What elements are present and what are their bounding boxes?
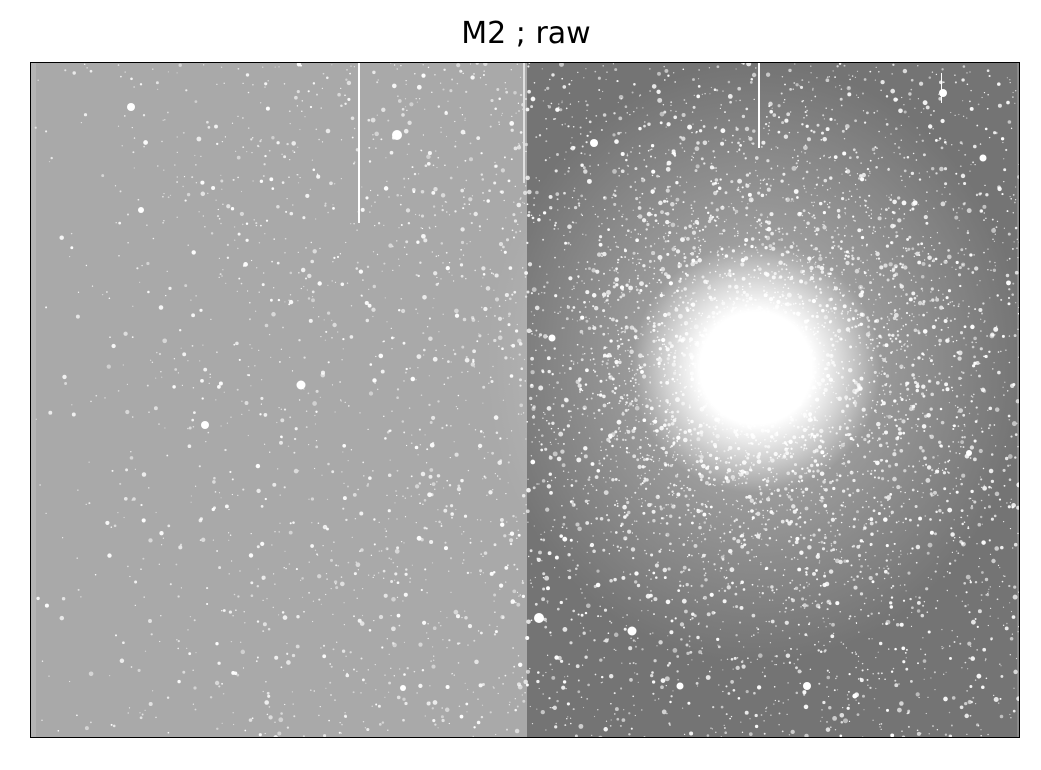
- bleed-trail-2: [523, 63, 525, 183]
- left-edge-strip: [31, 63, 36, 737]
- bleed-trail-1: [358, 63, 360, 223]
- star-field-cluster: [525, 63, 1019, 737]
- bright-stars: [127, 89, 987, 691]
- left-chip-background: [31, 63, 527, 737]
- astronomical-image: [31, 63, 1019, 737]
- image-frame: [30, 62, 1020, 738]
- bleed-trail-4: [941, 73, 942, 103]
- bleed-trail-3: [758, 63, 760, 148]
- figure-title: M2 ; raw: [461, 16, 591, 51]
